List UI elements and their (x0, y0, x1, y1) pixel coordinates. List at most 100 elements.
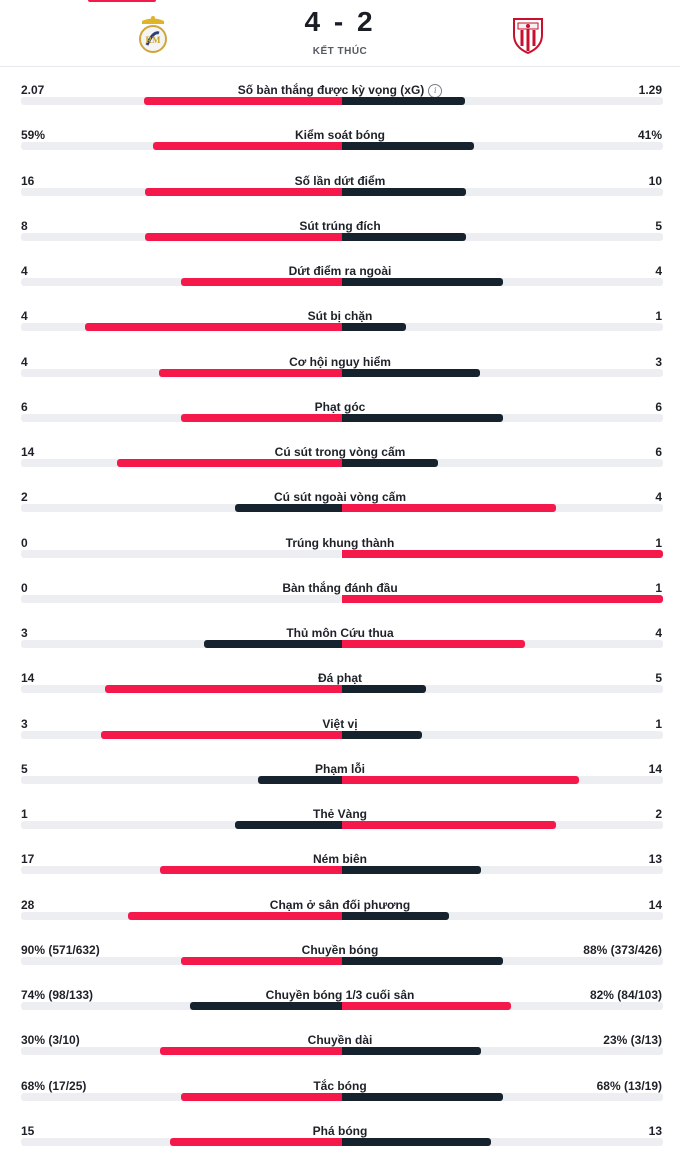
stat-label-text: Phạt góc (314, 399, 366, 414)
away-value: 14 (648, 897, 662, 912)
stat-row: 0 Bàn thắng đánh đầu 1 (0, 580, 680, 625)
stat-label-text: Việt vị (322, 716, 358, 731)
sevilla-crest-icon[interactable] (508, 13, 548, 55)
stat-label-text: Trúng khung thành (285, 535, 395, 550)
home-bar (181, 413, 342, 422)
away-value: 1 (655, 309, 662, 324)
home-bar (145, 187, 342, 196)
away-track (342, 730, 663, 739)
away-value: 4 (655, 264, 662, 279)
home-value: 14 (21, 671, 35, 686)
home-bar (160, 866, 342, 875)
stat-label: Trúng khung thành (0, 535, 680, 551)
away-value: 1.29 (638, 83, 662, 97)
info-icon[interactable]: i (428, 84, 443, 98)
stat-label: Thẻ Vàng (0, 806, 680, 822)
away-track (342, 911, 663, 920)
home-value: 3 (21, 626, 28, 641)
home-value: 17 (21, 852, 35, 867)
home-value: 4 (21, 354, 28, 369)
stat-row: 3 Việt vị 1 (0, 716, 680, 761)
away-value: 1 (655, 716, 662, 731)
stat-label-text: Cơ hội nguy hiểm (289, 354, 391, 369)
home-bar (235, 504, 342, 513)
home-value: 15 (21, 1123, 35, 1138)
real-madrid-crest-icon[interactable]: RM (133, 13, 173, 55)
home-track (21, 549, 342, 558)
stat-row: 2.07 Số bàn thắng được kỳ vọng (xG) i 1.29 (0, 82, 680, 127)
away-bar (342, 459, 438, 468)
stat-label: Cú sút ngoài vòng cấm (0, 489, 680, 505)
svg-text:RM: RM (146, 35, 161, 45)
stat-label: Chuyền bóng 1/3 cuối sân (0, 987, 680, 1003)
stat-label-text: Sút trúng đích (299, 218, 381, 233)
away-value: 13 (648, 1123, 662, 1138)
away-bar (342, 549, 663, 558)
stat-label: Cơ hội nguy hiểm (0, 354, 680, 370)
away-bar (342, 1047, 481, 1056)
home-value: 5 (21, 761, 28, 776)
home-bar (190, 1002, 342, 1011)
home-bar (145, 232, 342, 241)
home-bar (105, 685, 342, 694)
home-bar (144, 97, 342, 105)
home-value: 16 (21, 173, 35, 188)
away-bar (342, 685, 426, 694)
home-value: 2.07 (21, 83, 45, 97)
home-bar (258, 775, 342, 784)
home-track (21, 640, 342, 649)
home-bar (101, 730, 342, 739)
stat-label-text: Thẻ Vàng (312, 807, 367, 822)
home-bar (159, 368, 342, 377)
away-value: 1 (655, 535, 662, 550)
home-bar (117, 459, 342, 468)
away-value: 41% (637, 128, 662, 143)
stat-label-text: Chuyền dài (307, 1033, 373, 1048)
away-track (342, 368, 663, 377)
away-bar (342, 730, 422, 739)
stat-row: 15 Phá bóng 13 (0, 1123, 680, 1168)
away-track (342, 1047, 663, 1056)
away-bar (342, 911, 449, 920)
home-value: 14 (21, 445, 35, 460)
stat-label-text: Kiểm soát bóng (294, 128, 385, 143)
home-track (21, 775, 342, 784)
match-header: RM 4 - 2 KẾT THÚC (0, 0, 680, 66)
stat-row: 4 Cơ hội nguy hiểm 3 (0, 354, 680, 399)
away-track (342, 1137, 663, 1146)
stat-row: 14 Cú sút trong vòng cấm 6 (0, 444, 680, 489)
away-track (342, 323, 663, 332)
stat-label: Số lần dứt điểm (0, 173, 680, 189)
stat-label-text: Cú sút trong vòng cấm (274, 445, 406, 460)
home-value: 4 (21, 309, 28, 324)
match-status: KẾT THÚC (312, 46, 368, 57)
away-track (342, 232, 663, 241)
away-bar (342, 413, 503, 422)
stat-label: Thủ môn Cứu thua (0, 625, 680, 641)
stat-label: Số bàn thắng được kỳ vọng (xG) i (0, 82, 680, 98)
stat-label-text: Cú sút ngoài vòng cấm (273, 490, 406, 505)
home-value: 74% (98/133) (21, 988, 94, 1003)
home-bar (170, 1137, 342, 1146)
home-value: 4 (21, 264, 28, 279)
match-score: 4 - 2 (304, 6, 376, 37)
stat-row: 68% (17/25) Tắc bóng 68% (13/19) (0, 1078, 680, 1123)
away-bar (342, 1002, 511, 1011)
away-bar (342, 866, 481, 875)
stat-label: Tắc bóng (0, 1078, 680, 1094)
home-track (21, 594, 342, 603)
stat-label: Cú sút trong vòng cấm (0, 444, 680, 460)
stat-label: Chuyền bóng (0, 942, 680, 958)
stat-label-text: Tắc bóng (313, 1078, 367, 1093)
home-bar (128, 911, 342, 920)
stat-label: Phá bóng (0, 1123, 680, 1139)
home-value: 3 (21, 716, 28, 731)
away-value: 82% (84/103) (589, 988, 662, 1003)
away-value: 10 (648, 173, 662, 188)
away-bar (342, 594, 663, 603)
stat-label: Sút bị chặn (0, 308, 680, 324)
home-bar (181, 956, 342, 965)
stat-label-text: Chạm ở sân đối phương (269, 897, 411, 912)
away-value: 1 (655, 580, 662, 595)
stat-label: Đá phạt (0, 670, 680, 686)
